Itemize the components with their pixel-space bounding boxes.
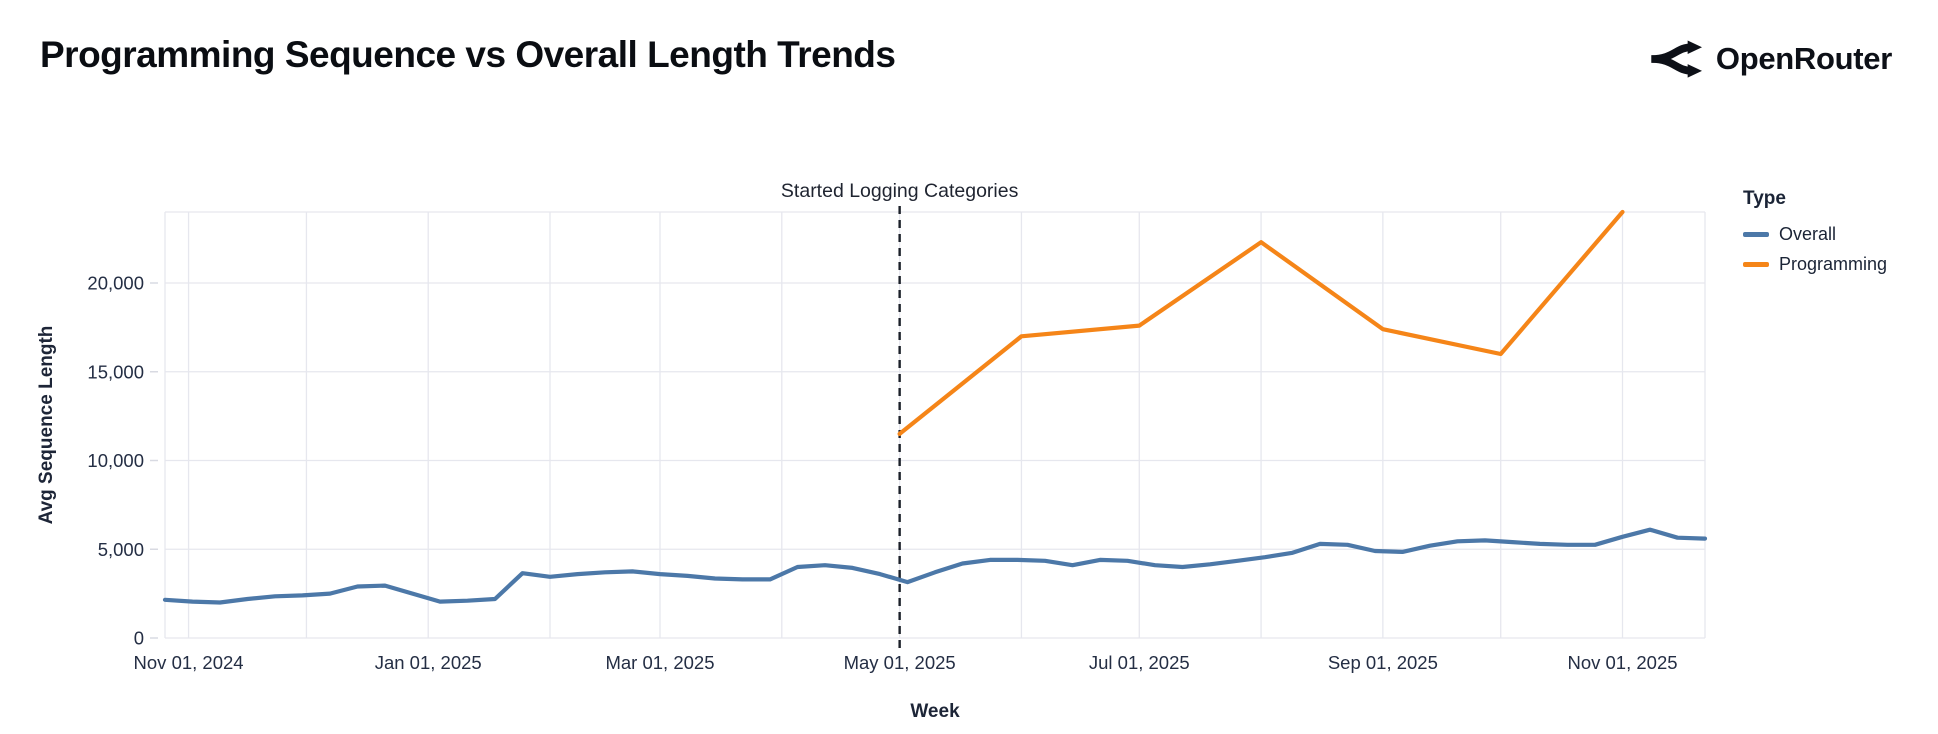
overall-series-line: [162, 527, 1708, 605]
legend-item-programming[interactable]: Programming: [1743, 254, 1887, 275]
x-axis-title: Week: [910, 701, 960, 722]
legend-label-programming: Programming: [1779, 254, 1888, 274]
y-tick-label: 0: [134, 628, 144, 649]
page-header: Programming Sequence vs Overall Length T…: [0, 0, 1938, 100]
y-tick-label: 20,000: [87, 273, 144, 294]
brand-name: OpenRouter: [1715, 41, 1892, 76]
overall-series-swatch: [1743, 232, 1769, 237]
chart-legend: Type Overall Programming: [1743, 188, 1887, 284]
legend-title: Type: [1743, 188, 1786, 209]
y-tick-label: 15,000: [87, 361, 144, 382]
x-tick-label: Mar 01, 2025: [605, 652, 714, 673]
x-tick-label: Nov 01, 2025: [1567, 652, 1677, 673]
y-tick-label: 10,000: [87, 450, 144, 471]
y-axis-title: Avg Sequence Length: [36, 326, 57, 525]
x-tick-label: Sep 01, 2025: [1328, 652, 1438, 673]
page-title: Programming Sequence vs Overall Length T…: [40, 34, 896, 75]
y-tick-label: 5,000: [98, 539, 144, 560]
x-tick-label: May 01, 2025: [844, 652, 956, 673]
legend-item-overall[interactable]: Overall: [1743, 224, 1887, 245]
programming-series-line: [897, 209, 1625, 436]
annotation-caption: Started Logging Categories: [781, 180, 1019, 202]
x-tick-label: Nov 01, 2024: [134, 652, 244, 673]
programming-series-swatch: [1743, 262, 1769, 267]
legend-label-overall: Overall: [1779, 224, 1837, 244]
brand-logo: OpenRouter: [1648, 36, 1892, 82]
openrouter-icon: [1651, 40, 1702, 78]
x-tick-label: Jul 01, 2025: [1089, 652, 1190, 673]
x-tick-label: Jan 01, 2025: [375, 652, 482, 673]
